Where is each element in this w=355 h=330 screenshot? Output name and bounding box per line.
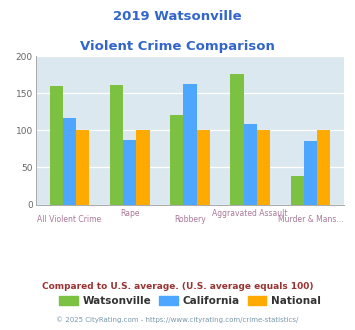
Bar	[244, 124, 257, 205]
Text: © 2025 CityRating.com - https://www.cityrating.com/crime-statistics/: © 2025 CityRating.com - https://www.city…	[56, 317, 299, 323]
Bar	[170, 115, 183, 205]
Bar	[317, 130, 330, 205]
Bar	[63, 118, 76, 205]
Bar	[230, 74, 244, 205]
Bar	[257, 130, 270, 205]
Text: Violent Crime Comparison: Violent Crime Comparison	[80, 40, 275, 52]
Bar	[183, 83, 197, 205]
Bar	[197, 130, 210, 205]
Text: Aggravated Assault: Aggravated Assault	[212, 209, 288, 218]
Bar	[76, 130, 89, 205]
Legend: Watsonville, California, National: Watsonville, California, National	[55, 291, 325, 310]
Text: Murder & Mans...: Murder & Mans...	[278, 214, 343, 223]
Bar	[290, 176, 304, 205]
Bar	[136, 130, 149, 205]
Text: Rape: Rape	[120, 209, 140, 218]
Bar	[123, 140, 136, 205]
Text: Robbery: Robbery	[174, 214, 206, 223]
Text: Compared to U.S. average. (U.S. average equals 100): Compared to U.S. average. (U.S. average …	[42, 282, 313, 291]
Text: All Violent Crime: All Violent Crime	[37, 214, 102, 223]
Bar	[304, 141, 317, 205]
Bar	[110, 85, 123, 205]
Text: 2019 Watsonville: 2019 Watsonville	[113, 10, 242, 23]
Bar	[50, 86, 63, 205]
